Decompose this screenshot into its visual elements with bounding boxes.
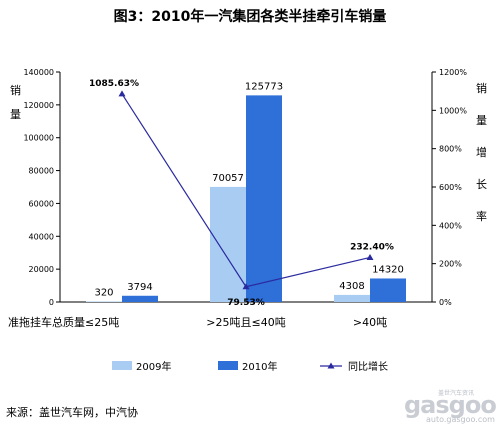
left-tick-label: 80000 — [29, 167, 54, 176]
growth-point — [118, 90, 126, 97]
right-tick-label: 1000% — [439, 106, 467, 115]
gasgoo-watermark-logo: 盖世汽车资讯 gasgoo auto.gasgoo.com — [400, 388, 497, 426]
bar-value-label: 70057 — [212, 173, 244, 184]
legend-label-growth: 同比增长 — [348, 360, 388, 373]
bar-value-label: 4308 — [339, 281, 364, 292]
growth-point — [242, 283, 250, 290]
right-tick-label: 600% — [439, 183, 462, 192]
bar-value-label: 14320 — [372, 264, 404, 275]
watermark-top-text: 盖世汽车资讯 — [438, 390, 475, 397]
right-tick-label: 800% — [439, 145, 462, 154]
bar-value-label: 3794 — [127, 282, 152, 293]
left-tick-label: 100000 — [23, 134, 54, 143]
growth-point — [366, 253, 374, 260]
bar-2009 — [210, 186, 246, 302]
bar-value-label: 125773 — [245, 81, 283, 92]
category-label: >25吨且≤40吨 — [206, 316, 285, 329]
source-note: 来源：盖世汽车网，中汽协 — [6, 406, 138, 419]
left-tick-label: 0 — [49, 298, 54, 307]
bar-value-label: 320 — [94, 287, 113, 298]
watermark-url-text: auto.gasgoo.com — [426, 415, 495, 424]
legend-label-2010: 2010年 — [242, 360, 277, 373]
growth-value-label: 232.40% — [350, 242, 394, 252]
right-axis-label-char: 增 — [476, 145, 487, 159]
right-axis-label-char: 量 — [476, 114, 487, 127]
right-axis-label-char: 长 — [476, 178, 487, 191]
bar-2010 — [122, 295, 158, 302]
category-label: 准拖挂车总质量≤25吨 — [8, 315, 119, 329]
growth-value-label: 79.53% — [227, 298, 265, 308]
chart-title: 图3：2010年一汽集团各类半挂牵引车销量 — [113, 9, 387, 25]
legend-label-2009: 2009年 — [136, 360, 171, 373]
category-label: >40吨 — [353, 316, 387, 329]
watermark-main-text: gasgoo — [404, 391, 497, 419]
bar-2010 — [246, 95, 282, 302]
right-tick-label: 0% — [439, 298, 452, 307]
right-axis-label-char: 销 — [476, 81, 487, 95]
left-tick-label: 20000 — [29, 265, 54, 274]
right-tick-label: 200% — [439, 260, 462, 269]
legend-marker-growth — [327, 362, 335, 369]
left-tick-label: 120000 — [23, 101, 54, 110]
bar-2009 — [86, 301, 122, 302]
legend-swatch-2010 — [218, 361, 238, 370]
right-axis-label-char: 率 — [476, 209, 487, 223]
left-axis-label-char: 量 — [10, 108, 21, 121]
left-tick-label: 60000 — [29, 199, 54, 208]
bar-2009 — [334, 294, 370, 302]
growth-value-label: 1085.63% — [89, 79, 139, 89]
bar-2010 — [370, 278, 406, 302]
right-tick-label: 400% — [439, 221, 462, 230]
left-axis-label-char: 销 — [10, 83, 21, 97]
left-tick-label: 40000 — [29, 232, 54, 241]
plot-area: 0 20000 40000 60000 80000 100000 120000 140000 0… — [8, 68, 487, 373]
left-tick-label: 140000 — [23, 68, 54, 77]
legend-swatch-2009 — [112, 361, 132, 370]
right-tick-label: 1200% — [439, 68, 467, 77]
